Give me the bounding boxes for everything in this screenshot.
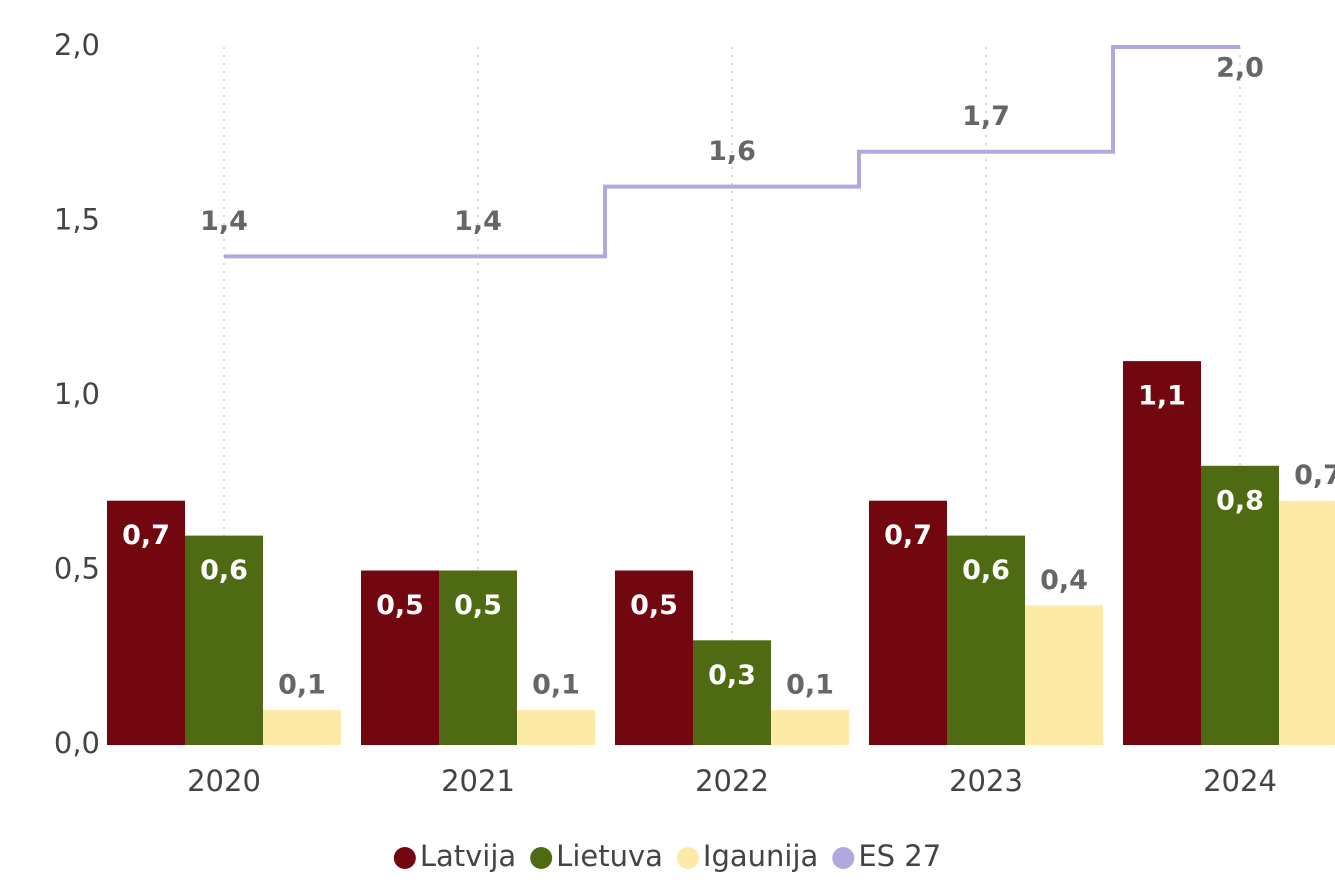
y-tick-label: 2,0 [54,28,100,62]
bar-value-label: 0,1 [278,670,326,701]
bar [107,500,185,745]
bar-value-label: 0,1 [532,670,580,701]
step-line [224,45,1240,259]
bar [693,640,771,745]
bar-value-label: 0,6 [962,555,1010,586]
legend-marker [393,847,416,869]
bar [615,570,693,745]
y-tick-label: 1,5 [54,203,100,237]
bar [1201,465,1279,745]
bar-value-label: 0,3 [708,660,756,691]
line-value-label: 1,4 [454,206,502,237]
legend-marker [676,847,699,869]
x-tick-label: 2021 [441,764,515,798]
bar-value-label: 0,7 [884,520,932,551]
bar [439,570,517,745]
line-value-label: 2,0 [1216,53,1264,84]
line-value-label: 1,7 [962,101,1010,132]
y-tick-label: 1,0 [54,377,100,411]
bar-value-label: 0,6 [200,555,248,586]
x-tick-label: 2020 [187,764,261,798]
bar [771,710,849,745]
bar [517,710,595,745]
legend-label: Latvija [420,839,516,873]
y-tick-label: 0,5 [54,552,100,586]
bar-value-label: 0,8 [1216,485,1264,516]
bar [947,535,1025,745]
bar-value-label: 0,5 [630,590,678,621]
x-tick-label: 2024 [1203,764,1277,798]
x-tick-label: 2023 [949,764,1023,798]
x-tick-label: 2022 [695,764,769,798]
legend-label: Lietuva [556,839,663,873]
bar-value-label: 0,5 [376,590,424,621]
bar [185,535,263,745]
bar [263,710,341,745]
bar-value-label: 0,7 [1294,460,1335,491]
line-value-label: 1,6 [708,136,756,167]
bar-value-label: 0,4 [1040,565,1088,596]
legend-label: ES 27 [858,839,941,873]
bar [1025,605,1103,745]
bar-value-label: 0,5 [454,590,502,621]
legend-marker [832,847,855,869]
legend-marker [530,847,553,869]
legend-label: Igaunija [703,839,818,873]
bar-value-label: 0,1 [786,670,834,701]
bar [1279,500,1335,745]
line-value-label: 1,4 [200,206,248,237]
bar-value-label: 1,1 [1138,381,1186,412]
bar [1123,361,1201,745]
bar [869,500,947,745]
bar-value-label: 0,7 [122,520,170,551]
bar [361,570,439,745]
y-tick-label: 0,0 [54,726,100,760]
